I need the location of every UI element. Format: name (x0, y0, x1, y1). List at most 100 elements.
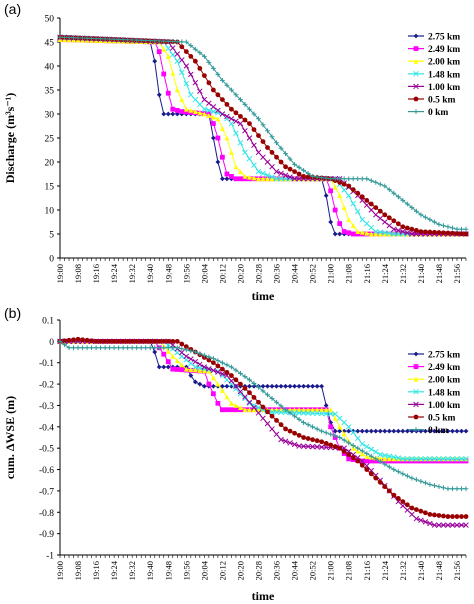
data-point (400, 456, 406, 462)
data-point (309, 410, 316, 417)
data-point (220, 176, 225, 182)
x-tick-label: 21:48 (434, 561, 444, 580)
data-point (292, 413, 297, 419)
data-point (98, 345, 103, 351)
data-point (359, 176, 365, 182)
data-point (201, 352, 207, 358)
data-point (332, 231, 338, 237)
data-point (346, 428, 352, 434)
data-point (337, 231, 343, 237)
data-point (359, 194, 365, 200)
data-point (197, 110, 203, 116)
chart-panel-1: (a) 0 5 10 15 20 25 30 35 40 45 50 19:00 19:08 19:16 19… (3, 1, 469, 303)
data-point (220, 360, 225, 366)
data-point (238, 371, 243, 376)
data-point (215, 363, 221, 369)
data-point (75, 336, 81, 342)
data-point (170, 45, 176, 51)
data-point (179, 109, 185, 114)
legend-marker (413, 109, 419, 114)
data-point (188, 71, 194, 78)
data-point (436, 222, 442, 227)
data-point (188, 367, 194, 372)
y-tick-label: 0 (49, 338, 54, 348)
data-point (215, 381, 221, 387)
data-point (170, 345, 176, 351)
data-point (93, 338, 99, 344)
data-point (89, 345, 94, 351)
legend-marker (413, 58, 419, 64)
data-point (400, 198, 406, 203)
data-point (242, 395, 248, 402)
data-point (337, 435, 343, 440)
data-point (256, 176, 261, 182)
data-point (224, 383, 230, 389)
series-1-48-km (57, 338, 469, 462)
data-point (220, 154, 225, 160)
data-point (391, 231, 397, 237)
data-point (409, 456, 415, 462)
data-point (224, 377, 230, 383)
data-point (206, 365, 212, 372)
data-point (463, 231, 469, 237)
data-point (427, 428, 433, 434)
data-point (215, 369, 221, 375)
data-point (359, 462, 365, 468)
data-point (201, 96, 208, 103)
data-point (220, 383, 225, 389)
data-point (134, 37, 140, 43)
data-point (318, 410, 325, 417)
data-point (161, 364, 167, 370)
data-point (147, 38, 153, 44)
data-point (251, 402, 257, 409)
data-point (368, 178, 374, 183)
data-point (350, 200, 356, 207)
data-point (436, 456, 442, 462)
y-tick-label: -0.7 (39, 487, 54, 497)
data-point (89, 338, 94, 344)
data-point (206, 381, 212, 387)
data-point (422, 519, 429, 525)
legend-label: 1.00 km (428, 401, 460, 411)
data-point (120, 338, 126, 344)
data-point (269, 150, 275, 155)
data-point (400, 428, 406, 434)
data-point (454, 428, 460, 434)
data-point (413, 515, 420, 522)
data-point (382, 231, 388, 237)
data-point (296, 176, 302, 182)
data-point (404, 502, 410, 508)
data-point (274, 154, 279, 160)
data-point (242, 407, 248, 413)
data-point (62, 342, 67, 347)
data-point (404, 473, 410, 479)
data-point (341, 448, 347, 454)
data-point (264, 159, 271, 165)
data-point (224, 113, 230, 120)
data-point (183, 49, 189, 54)
data-point (436, 484, 442, 490)
data-point (152, 338, 158, 344)
data-point (432, 219, 437, 225)
data-point (332, 207, 338, 213)
data-point (409, 205, 415, 210)
data-point (220, 78, 225, 83)
data-point (210, 66, 216, 71)
data-point (319, 407, 325, 413)
y-tick-label: 0 (49, 255, 54, 265)
data-point (125, 37, 131, 43)
data-point (161, 351, 167, 357)
data-point (441, 428, 446, 434)
data-point (265, 176, 270, 182)
x-axis-title: time (252, 589, 275, 603)
data-point (219, 371, 226, 377)
data-point (463, 428, 469, 434)
data-point (449, 456, 456, 462)
data-point (391, 226, 397, 232)
data-point (364, 454, 370, 460)
data-point (188, 373, 194, 378)
panel-label: (b) (4, 305, 21, 321)
data-point (305, 410, 311, 416)
chart-panel-2: (b) 0.1 0 -0.1 -0.2 -0.3 -0.4 -0.5 -0.6 -0.7 -0.8 -… (3, 305, 469, 603)
